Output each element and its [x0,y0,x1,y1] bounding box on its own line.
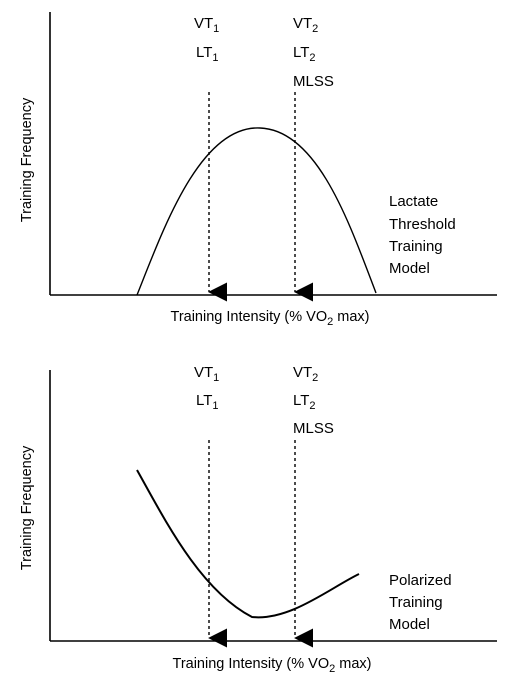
series-line-u [136,469,360,619]
marker-2-line-2: LT2 [293,44,316,64]
model-label-line-2: Training [389,594,443,611]
marker-1-line-2: LT1 [196,392,219,412]
marker-2-line-2: LT2 [293,392,316,412]
marker-2-line-1: VT2 [293,364,318,384]
model-label-line-2: Threshold [389,216,456,233]
series-line-bell [136,127,377,296]
x-axis-title: Training Intensity (% VO2 max) [171,309,370,328]
y-axis-title: Training Frequency [19,445,35,570]
marker-2-line-1: VT2 [293,15,318,35]
marker-1-line-1: VT1 [194,364,219,384]
model-label-line-3: Model [389,616,430,633]
marker-1-line-2: LT1 [196,44,219,64]
model-label-line-1: Lactate [389,193,438,210]
model-label-line-1: Polarized [389,572,452,589]
chart-polarized: Training Frequency Training Intensity (%… [19,364,497,675]
marker-2-line-3: MLSS [293,420,334,437]
x-axis-title: Training Intensity (% VO2 max) [173,656,372,675]
marker-2-line-3: MLSS [293,73,334,90]
model-label-line-4: Model [389,260,430,277]
model-label-line-3: Training [389,238,443,255]
marker-1-line-1: VT1 [194,15,219,35]
chart-lactate-threshold: Training Frequency Training Intensity (%… [19,12,497,328]
y-axis-title: Training Frequency [19,97,35,222]
